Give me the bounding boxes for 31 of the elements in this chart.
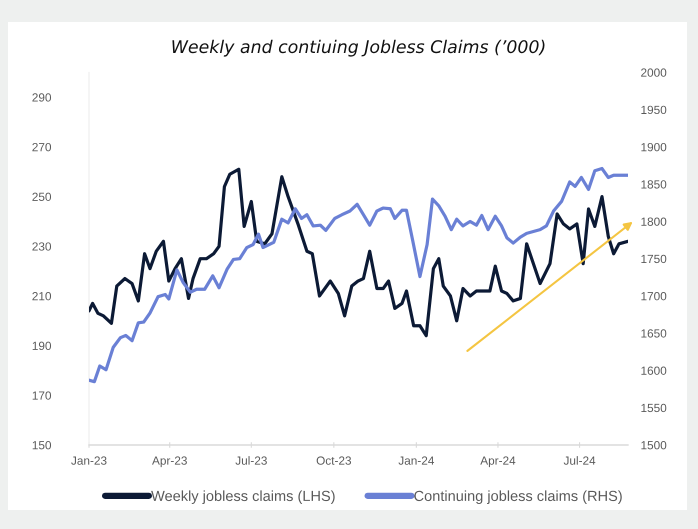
x-tick-label: Jul-24	[564, 456, 596, 465]
legend-label: Weekly jobless claims (LHS)	[151, 490, 335, 504]
y2-tick-label: 1900	[641, 142, 666, 152]
x-tick-label: Apr-24	[480, 456, 516, 468]
y2-tick-label: 1600	[641, 366, 666, 375]
y-tick-label: 170	[32, 391, 52, 400]
y-tick-label: 290	[32, 93, 52, 102]
y2-tick-label: 1800	[641, 217, 666, 226]
y2-tick-label: 1750	[641, 254, 666, 264]
x-tick-label: Jul-23	[235, 456, 267, 465]
y-tick-label: 190	[32, 342, 52, 350]
chart-title: Weekly and contiuing Jobless Claims (’000)	[172, 40, 544, 57]
y2-tick-label: 1700	[641, 292, 666, 300]
y-tick-label: 210	[32, 292, 52, 300]
y-tick-label: 230	[32, 242, 52, 251]
x-tick-label: Apr-23	[152, 456, 187, 468]
y2-tick-label: 1650	[641, 329, 666, 338]
y2-tick-label: 1500	[641, 441, 666, 450]
line-series	[89, 166, 628, 384]
x-tick-label: Jan-24	[398, 456, 434, 465]
y-tick-label: 270	[32, 142, 52, 152]
y2-tick-label: 1550	[641, 404, 666, 412]
y-tick-label: 150	[32, 441, 52, 450]
legend-label: Continuing jobless claims (RHS)	[414, 490, 622, 504]
x-tick-label: Oct-23	[316, 456, 352, 465]
y2-tick-label: 1850	[641, 180, 666, 189]
line-series	[89, 168, 628, 338]
x-tick-label: Jan-23	[71, 456, 107, 465]
y-tick-label: 250	[32, 192, 52, 201]
y2-tick-label: 1950	[641, 106, 666, 114]
y2-tick-label: 2000	[641, 68, 666, 77]
